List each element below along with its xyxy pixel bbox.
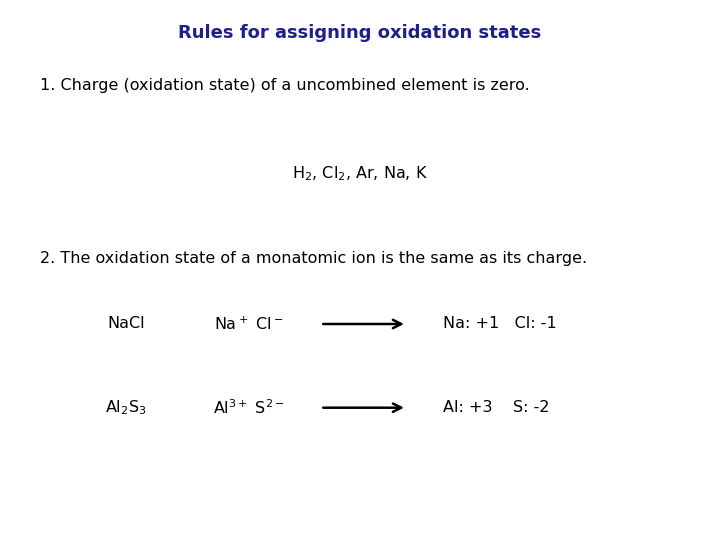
Text: Na: +1   Cl: -1: Na: +1 Cl: -1 xyxy=(443,316,557,332)
Text: Al$^{3+}$ S$^{2-}$: Al$^{3+}$ S$^{2-}$ xyxy=(212,399,284,417)
Text: NaCl: NaCl xyxy=(107,316,145,332)
Text: 2. The oxidation state of a monatomic ion is the same as its charge.: 2. The oxidation state of a monatomic io… xyxy=(40,251,587,266)
Text: Al: +3    S: -2: Al: +3 S: -2 xyxy=(443,400,549,415)
Text: 1. Charge (oxidation state) of a uncombined element is zero.: 1. Charge (oxidation state) of a uncombi… xyxy=(40,78,529,93)
Text: Al$_2$S$_3$: Al$_2$S$_3$ xyxy=(105,399,147,417)
Text: Rules for assigning oxidation states: Rules for assigning oxidation states xyxy=(179,24,541,42)
Text: Na$^+$ Cl$^-$: Na$^+$ Cl$^-$ xyxy=(214,315,283,333)
Text: H$_2$, Cl$_2$, Ar, Na, K: H$_2$, Cl$_2$, Ar, Na, K xyxy=(292,165,428,184)
